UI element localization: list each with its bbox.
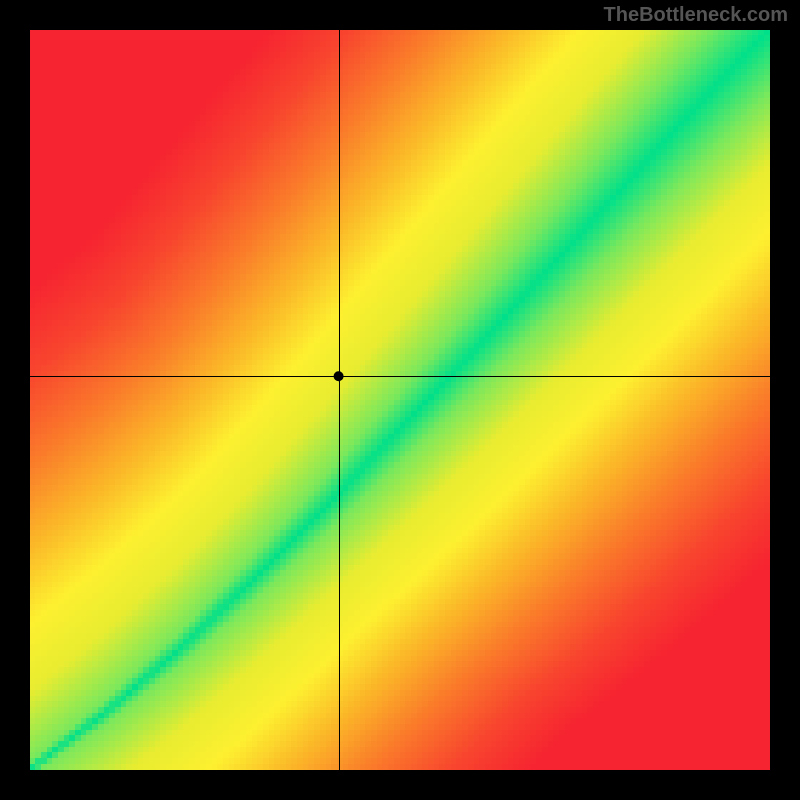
watermark-text: TheBottleneck.com bbox=[604, 4, 788, 27]
heatmap-canvas bbox=[30, 30, 770, 770]
chart-container: TheBottleneck.com bbox=[0, 0, 800, 800]
